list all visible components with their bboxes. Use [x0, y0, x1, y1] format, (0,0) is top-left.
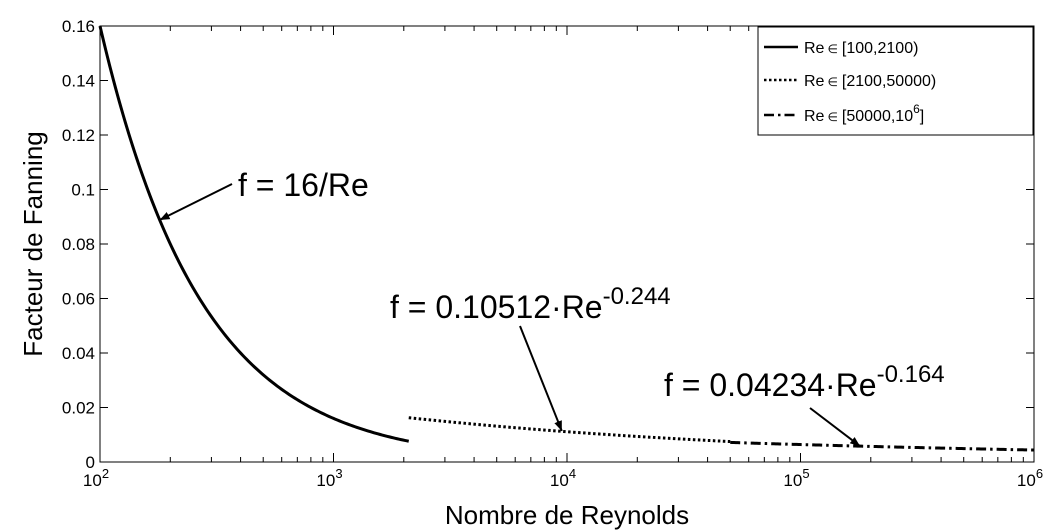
- series-line-1: [408, 416, 731, 444]
- annotation-text-transition: f = 0.10512·Re-0.244: [390, 283, 671, 325]
- legend-label-transition: Re ∈ [2100,50000): [804, 73, 936, 90]
- y-tick-label-6: 0.12: [62, 126, 95, 145]
- annotation-arrow-laminar: [159, 183, 233, 221]
- y-tick-label-7: 0.14: [62, 72, 95, 91]
- y-tick-label-2: 0.04: [62, 344, 95, 363]
- ticks-layer: 0 0.02 0.04 0.06 0.08 0.1 0.12 0.14 0.16 102 103 10…: [62, 17, 1043, 490]
- x-tick-label-4: 106: [1017, 466, 1043, 490]
- x-tick-label-3: 105: [783, 466, 809, 490]
- series-line-2: [730, 440, 1035, 452]
- y-tick-label-4: 0.08: [62, 235, 95, 254]
- x-axis-title: Nombre de Reynolds: [445, 500, 689, 530]
- annotation-laminar: f = 16/Re: [159, 167, 369, 221]
- plot-frame: [99, 25, 1035, 463]
- legend-box: [757, 26, 1034, 136]
- legend-entry-turbulent: Re ∈ [50000,106]: [764, 102, 924, 125]
- legend-label-turbulent: Re ∈ [50000,106]: [804, 102, 924, 125]
- legend: Re ∈ [100,2100) Re ∈ [2100,50000) Re ∈ [50000,…: [757, 26, 1034, 136]
- legend-entry-transition: Re ∈ [2100,50000): [764, 73, 936, 90]
- annotation-arrow-turbulent: [809, 407, 861, 447]
- y-tick-label-1: 0.02: [62, 399, 95, 418]
- series-layer: [98, 25, 1035, 452]
- legend-label-laminar: Re ∈ [100,2100): [804, 40, 918, 57]
- annotation-transition: f = 0.10512·Re-0.244: [390, 283, 671, 432]
- x-tick-label-2: 104: [550, 466, 576, 490]
- x-tick-label-0: 102: [83, 466, 109, 490]
- y-tick-label-0: 0: [86, 453, 95, 472]
- y-tick-label-8: 0.16: [62, 17, 95, 36]
- x-tick-label-1: 103: [316, 466, 342, 490]
- y-tick-label-3: 0.06: [62, 290, 95, 309]
- series-line-0: [98, 25, 410, 443]
- annotations: f = 16/Re f = 0.10512·Re-0.244 f = 0.042…: [159, 167, 945, 447]
- annotation-turbulent: f = 0.04234·Re-0.164: [664, 361, 945, 447]
- annotation-arrow-transition: [519, 325, 563, 432]
- annotation-text-turbulent: f = 0.04234·Re-0.164: [664, 361, 945, 403]
- y-tick-label-5: 0.1: [71, 181, 95, 200]
- annotation-text-laminar: f = 16/Re: [238, 167, 369, 203]
- y-axis-title: Facteur de Fanning: [18, 131, 48, 356]
- legend-entry-laminar: Re ∈ [100,2100): [764, 40, 918, 57]
